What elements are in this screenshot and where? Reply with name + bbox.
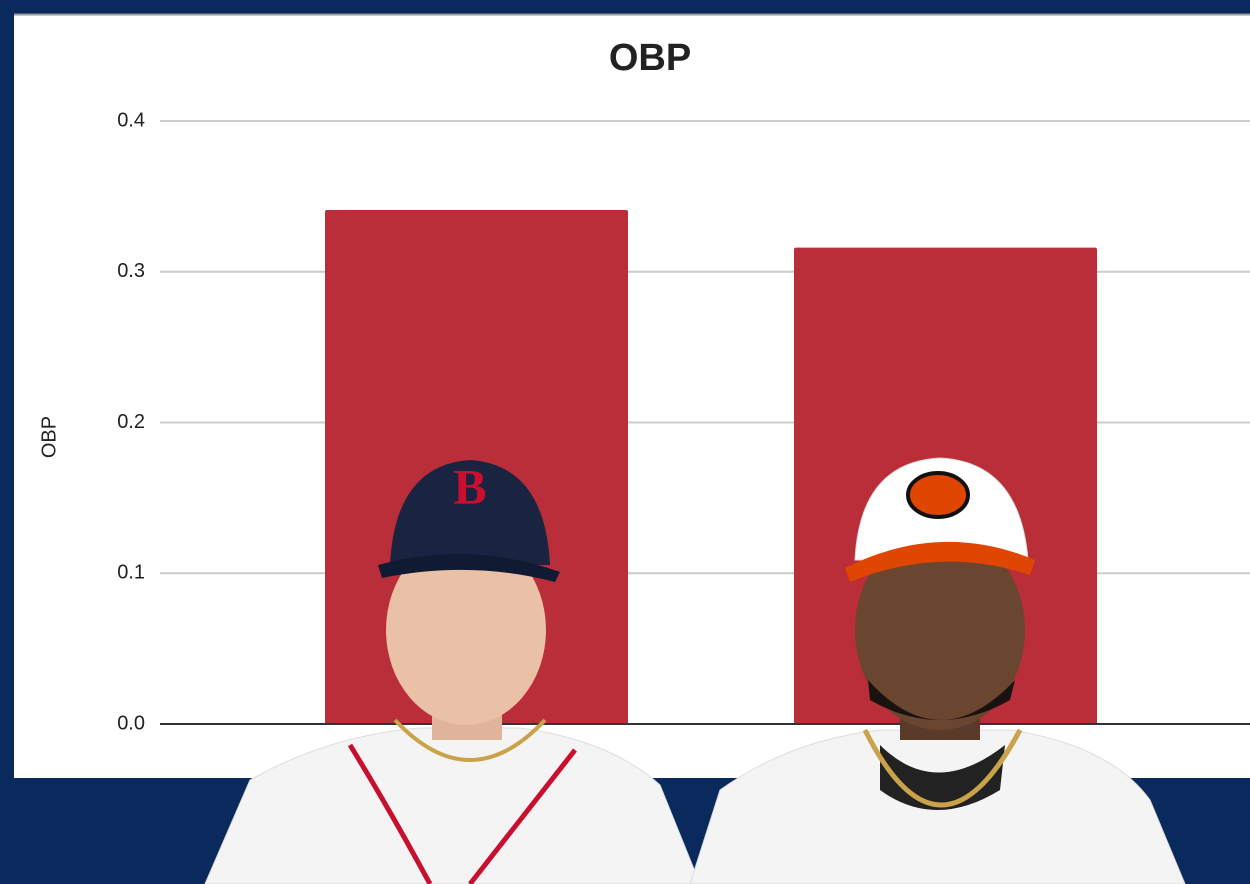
cap-brim <box>845 541 1035 582</box>
cap-logo <box>906 471 970 519</box>
y-tick-label: 0.3 <box>117 260 145 282</box>
y-tick-label: 0.4 <box>117 109 145 131</box>
cap <box>390 460 550 565</box>
chart-title: OBP <box>609 37 691 79</box>
necklace <box>393 718 547 762</box>
beard <box>868 680 1015 720</box>
cap-brim <box>378 554 560 582</box>
y-axis-label: OBP <box>38 416 60 458</box>
y-tick-label: 0.2 <box>117 411 145 433</box>
jersey-trim <box>347 743 577 884</box>
cap-logo: B <box>453 458 486 514</box>
chain <box>862 728 1023 808</box>
y-tick-label: 0.1 <box>117 562 145 584</box>
face <box>386 535 546 725</box>
face <box>855 530 1025 730</box>
y-tick-label: 0.0 <box>117 712 145 734</box>
player-photos: B <box>204 457 1186 884</box>
